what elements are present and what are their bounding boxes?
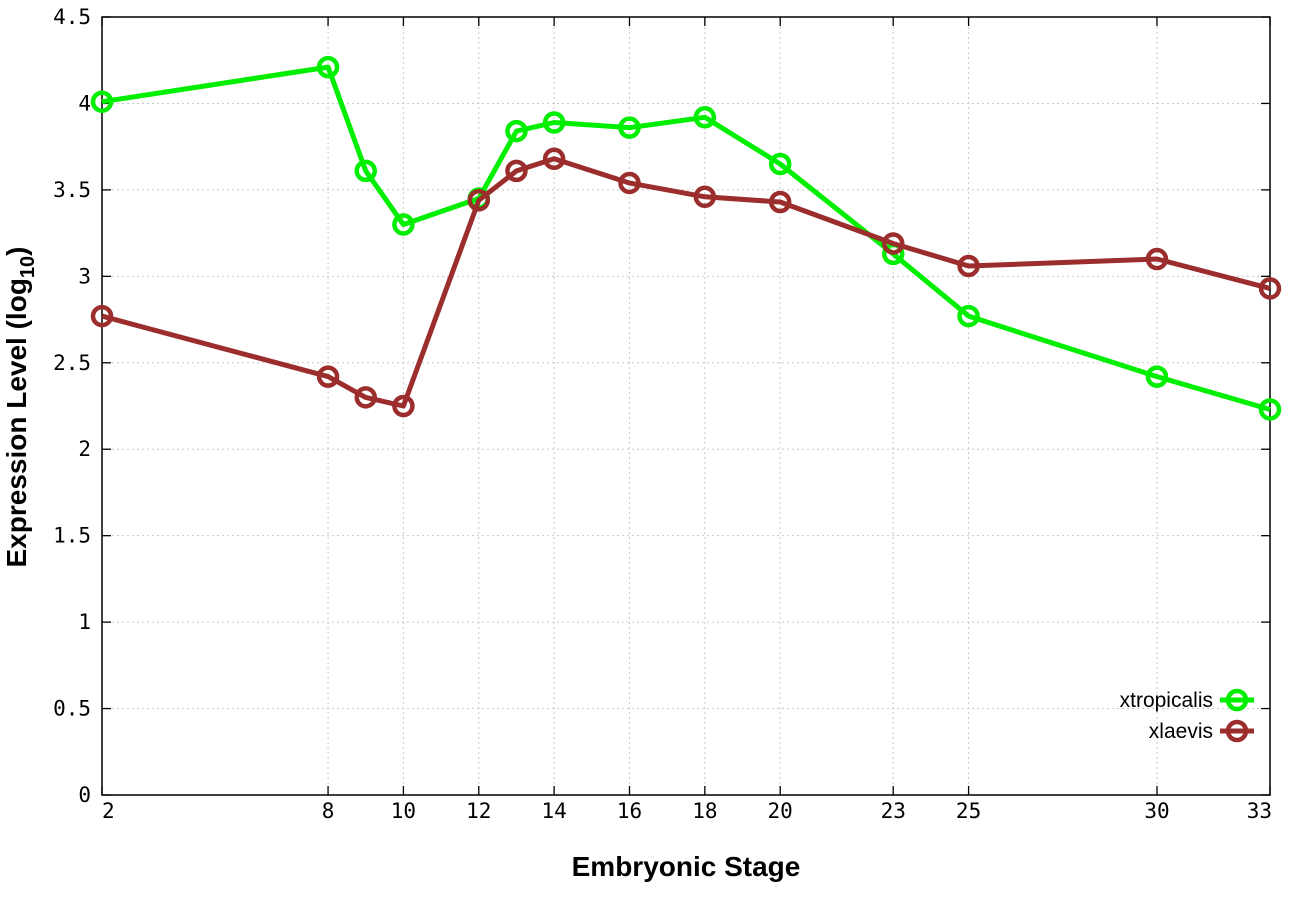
legend-item-xlaevis: xlaevis	[1149, 719, 1254, 743]
plot-border	[101, 16, 1271, 796]
data-point-xlaevis	[354, 386, 377, 409]
data-point-xtropicalis	[957, 304, 980, 328]
data-point-xtropicalis	[1258, 398, 1282, 421]
data-point-xlaevis	[316, 365, 340, 388]
data-point-xtropicalis	[693, 106, 717, 129]
axis-ticks: 0 0.5 1 1.5 2 2.5 3 3.5 4 4.5 2 8 10 12 14 16 18 20 23 25 30…	[53, 5, 1272, 823]
x-tick-label: 25	[956, 799, 981, 823]
data-point-xlaevis	[467, 189, 491, 212]
x-tick-label: 2	[102, 799, 115, 823]
y-axis-title-close: )	[1, 247, 32, 256]
y-axis-title: Expression Level (log10)	[1, 247, 39, 568]
data-point-xlaevis	[693, 185, 717, 209]
data-point-xtropicalis	[1145, 365, 1169, 388]
x-tick-label: 20	[768, 799, 793, 823]
y-tick-label: 1.5	[53, 524, 91, 548]
y-tick-label: 4	[78, 91, 91, 115]
data-point-xtropicalis	[316, 55, 340, 79]
data-point-xlaevis	[505, 159, 528, 183]
data-point-xtropicalis	[505, 119, 528, 143]
legend-item-xtropicalis: xtropicalis	[1120, 688, 1254, 712]
data-point-xlaevis	[881, 232, 905, 255]
y-tick-label: 1	[78, 610, 91, 634]
x-tick-label: 8	[322, 799, 335, 823]
y-tick-label: 3.5	[53, 178, 91, 202]
y-axis-title-main: Expression Level (log	[1, 278, 32, 567]
y-tick-label: 2	[78, 437, 91, 461]
x-tick-label: 12	[466, 799, 491, 823]
y-tick-label: 0	[78, 783, 91, 807]
series-group	[90, 55, 1282, 421]
data-point-xlaevis	[957, 254, 980, 278]
series-line-xtropicalis	[101, 64, 1271, 412]
data-point-xlaevis	[1258, 277, 1282, 300]
y-tick-label: 4.5	[53, 5, 91, 29]
x-tick-label: 14	[541, 799, 566, 823]
data-point-xlaevis	[768, 190, 792, 214]
y-tick-label: 2.5	[53, 351, 91, 375]
x-tick-label: 33	[1247, 799, 1272, 823]
data-point-xtropicalis	[542, 111, 566, 134]
data-point-xtropicalis	[90, 90, 114, 113]
series-xtropicalis	[90, 55, 1282, 421]
x-axis-title: Embryonic Stage	[572, 851, 801, 882]
series-line-xlaevis	[101, 156, 1271, 409]
grid-lines	[102, 17, 1270, 795]
legend-label: xtropicalis	[1120, 689, 1213, 712]
data-point-xlaevis	[542, 147, 566, 171]
y-tick-label: 3	[78, 264, 91, 288]
data-point-xlaevis	[392, 394, 415, 418]
data-point-xlaevis	[90, 304, 114, 328]
y-axis-title-subscript: 10	[17, 256, 39, 278]
legend-swatch-marker	[1225, 688, 1249, 712]
x-tick-label: 23	[881, 799, 906, 823]
data-point-xtropicalis	[768, 152, 792, 176]
data-point-xtropicalis	[354, 159, 377, 183]
data-point-xtropicalis	[618, 116, 641, 139]
x-tick-label: 30	[1144, 799, 1169, 823]
x-tick-label: 10	[391, 799, 416, 823]
legend-swatch-marker	[1225, 719, 1249, 743]
x-tick-label: 18	[692, 799, 717, 823]
legend-label: xlaevis	[1149, 720, 1213, 743]
y-tick-label: 0.5	[53, 697, 91, 721]
legend: xtropicalis xlaevis	[1120, 688, 1254, 743]
series-xlaevis	[90, 147, 1282, 418]
data-point-xlaevis	[618, 171, 641, 195]
x-tick-label: 16	[617, 799, 642, 823]
data-point-xlaevis	[1145, 247, 1169, 271]
data-point-xtropicalis	[392, 213, 415, 236]
